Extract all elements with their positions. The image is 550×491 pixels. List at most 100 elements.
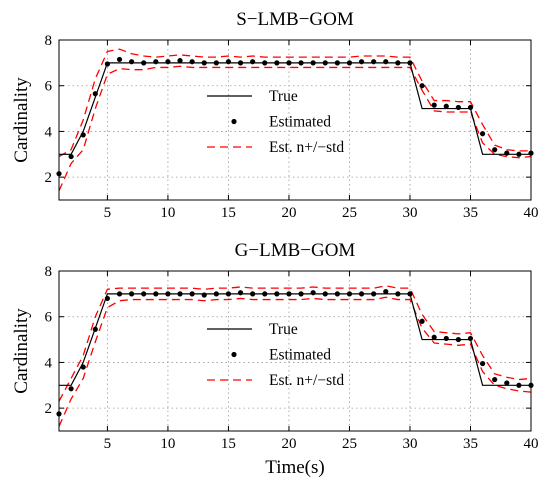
estimated-point <box>286 60 292 66</box>
estimated-point <box>395 60 401 66</box>
estimated-point <box>322 60 328 66</box>
estimated-point <box>298 60 304 66</box>
chart-title: S−LMB−GOM <box>236 9 354 30</box>
legend-estimated-swatch <box>231 118 237 125</box>
x-tick-label: 35 <box>463 436 478 452</box>
estimated-point <box>274 60 280 66</box>
legend-estimated-label: Estimated <box>269 114 331 131</box>
estimated-point <box>225 59 232 65</box>
estimated-point <box>92 91 98 97</box>
estimated-point <box>443 103 449 109</box>
x-tick-label: 20 <box>281 205 296 221</box>
estimated-point <box>213 291 219 297</box>
estimated-point <box>431 334 437 340</box>
estimated-point <box>443 335 449 342</box>
y-tick-label: 6 <box>45 310 53 326</box>
estimated-point <box>92 326 98 332</box>
estimated-point <box>129 59 135 65</box>
y-tick-label: 8 <box>45 264 53 280</box>
estimated-point <box>504 380 510 386</box>
estimated-point <box>262 60 268 66</box>
estimated-point <box>80 364 86 370</box>
plot-frame <box>58 39 532 201</box>
x-tick-label: 20 <box>281 436 296 452</box>
legend: True Estimated Est. n+/−std <box>207 88 344 156</box>
estimated-point <box>237 60 244 66</box>
y-tick-label: 8 <box>45 33 53 49</box>
x-tick-label: 15 <box>221 436 236 452</box>
estimated-point <box>310 60 316 66</box>
estimated-point <box>479 360 486 367</box>
estimated-point <box>165 291 171 297</box>
estimated-point <box>80 132 86 138</box>
std-lower-line <box>58 296 532 427</box>
estimated-point <box>116 56 123 63</box>
estimated-point <box>479 131 486 137</box>
estimated-point <box>358 291 365 297</box>
estimated-point <box>371 59 377 65</box>
estimated-point <box>431 102 437 108</box>
y-tick-label: 2 <box>45 401 53 417</box>
estimated-point <box>504 150 510 156</box>
estimated-point <box>153 291 159 297</box>
estimated-point <box>346 291 353 297</box>
y-axis-label: Cardinality <box>11 308 32 394</box>
true-series-line <box>59 62 531 155</box>
estimated-point <box>116 291 123 297</box>
estimated-point <box>177 291 183 297</box>
x-tick-label: 35 <box>463 205 478 221</box>
estimated-point <box>358 59 365 65</box>
legend-true-label: True <box>269 88 298 105</box>
estimated-point <box>250 59 256 65</box>
true-series-line <box>59 293 531 386</box>
y-tick-label: 2 <box>45 170 53 186</box>
plot-frame <box>58 270 532 432</box>
x-tick-label: 15 <box>221 205 236 221</box>
estimated-point <box>467 335 474 342</box>
x-tick-label: 40 <box>524 436 539 452</box>
chart-panel-2: 5 10 15 20 25 30 35 40 2 4 6 8 G−LMB−GOM Cardinality T… <box>11 240 539 478</box>
y-axis-label: Cardinality <box>11 77 32 163</box>
estimated-point <box>455 336 461 343</box>
chart-panel-1: 5 10 15 20 25 30 35 40 2 4 6 8 S−LMB−GOM Cardinality T… <box>11 9 539 221</box>
estimated-point <box>395 291 401 297</box>
x-tick-label: 5 <box>104 436 112 452</box>
x-axis-label: Time(s) <box>265 457 324 478</box>
estimated-point <box>298 291 304 297</box>
estimated-point <box>104 295 111 302</box>
estimated-point <box>104 61 111 67</box>
y-tick-label: 4 <box>45 124 53 140</box>
estimated-point <box>383 288 389 295</box>
estimated-point <box>225 291 232 297</box>
legend-true-label: True <box>269 321 298 338</box>
x-tick-label: 5 <box>104 205 112 221</box>
estimated-point <box>334 60 340 66</box>
legend-std-label: Est. n+/−std <box>269 372 344 389</box>
legend: True Estimated Est. n+/−std <box>207 321 344 389</box>
estimated-point <box>237 290 244 296</box>
estimated-point <box>346 60 353 66</box>
estimated-point <box>492 376 498 383</box>
estimated-point <box>516 151 522 157</box>
legend-std-label: Est. n+/−std <box>269 139 344 156</box>
estimated-point <box>371 291 377 297</box>
estimated-point <box>153 59 159 65</box>
estimated-point <box>201 60 207 66</box>
estimated-point <box>407 291 413 297</box>
estimated-point <box>189 59 195 65</box>
x-tick-label: 10 <box>160 205 175 221</box>
estimated-point <box>492 147 498 153</box>
plot-area <box>59 40 531 200</box>
estimated-point <box>201 292 207 298</box>
x-tick-label: 25 <box>342 436 357 452</box>
estimated-point <box>129 291 135 297</box>
estimated-point <box>419 318 425 324</box>
std-lower-line <box>58 65 532 192</box>
estimated-point <box>68 386 74 392</box>
estimated-point <box>286 291 292 297</box>
estimated-point <box>141 60 147 66</box>
estimated-point <box>407 60 413 66</box>
x-tick-label: 25 <box>342 205 357 221</box>
estimated-point <box>213 60 219 66</box>
